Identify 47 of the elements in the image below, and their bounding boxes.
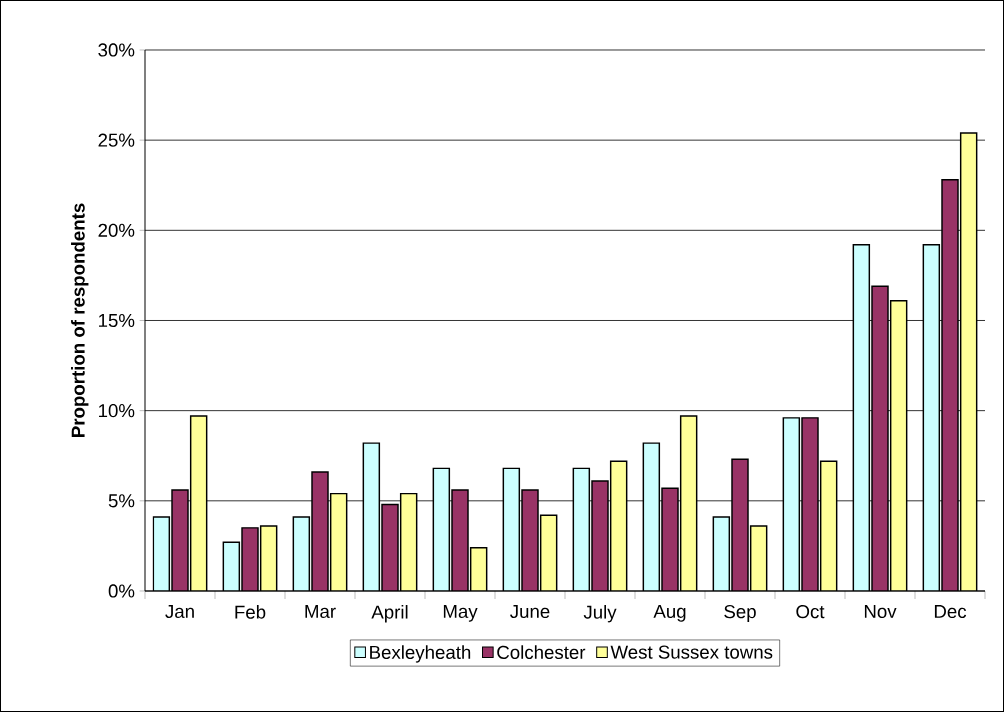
x-tick-label: Nov [864, 605, 897, 619]
bar [749, 525, 768, 591]
x-tick-label: Jan [165, 605, 194, 619]
bar [819, 460, 838, 591]
bar [502, 467, 521, 591]
x-tick-label: Feb [235, 605, 266, 619]
bar [259, 525, 278, 591]
y-tick-label: 20% [98, 223, 135, 237]
bar [222, 541, 241, 591]
bar [399, 492, 418, 591]
bar [572, 467, 591, 591]
y-axis-title: Proportion of respondents [71, 203, 89, 437]
x-tick-label: April [371, 605, 408, 623]
bar [292, 516, 311, 591]
bar [329, 492, 348, 591]
bar [609, 460, 628, 591]
x-tick-label: Sep [724, 605, 756, 622]
y-tick-label: 15% [99, 313, 135, 328]
bar [852, 244, 871, 591]
legend-label: Bexleyheath [370, 645, 471, 663]
y-tick-label: 25% [98, 133, 135, 147]
x-tick-label: June [510, 605, 550, 619]
bar [959, 132, 978, 591]
bar [432, 467, 451, 591]
bar [189, 415, 208, 591]
x-tick-label: July [583, 605, 617, 623]
x-tick-label: Oct [796, 605, 825, 619]
y-tick-label: 5% [108, 494, 135, 508]
y-tick-label: 0% [108, 584, 135, 598]
bar [889, 299, 908, 591]
legend-label: West Sussex towns [610, 645, 773, 659]
bar [153, 517, 170, 591]
x-tick-label: May [443, 605, 478, 622]
bar [782, 417, 801, 591]
bar [712, 516, 731, 591]
bar [539, 514, 558, 591]
bar [679, 415, 698, 591]
x-tick-label: Mar [305, 605, 336, 619]
y-tick-label: 30% [98, 43, 135, 57]
bar [362, 442, 381, 591]
x-tick-label: Dec [934, 605, 967, 619]
y-tick-label: 10% [99, 404, 135, 418]
x-tick-label: Aug [653, 605, 686, 622]
bar [642, 442, 661, 591]
bar [922, 244, 941, 591]
bar [469, 546, 488, 591]
legend-label: Colchester [497, 645, 586, 659]
